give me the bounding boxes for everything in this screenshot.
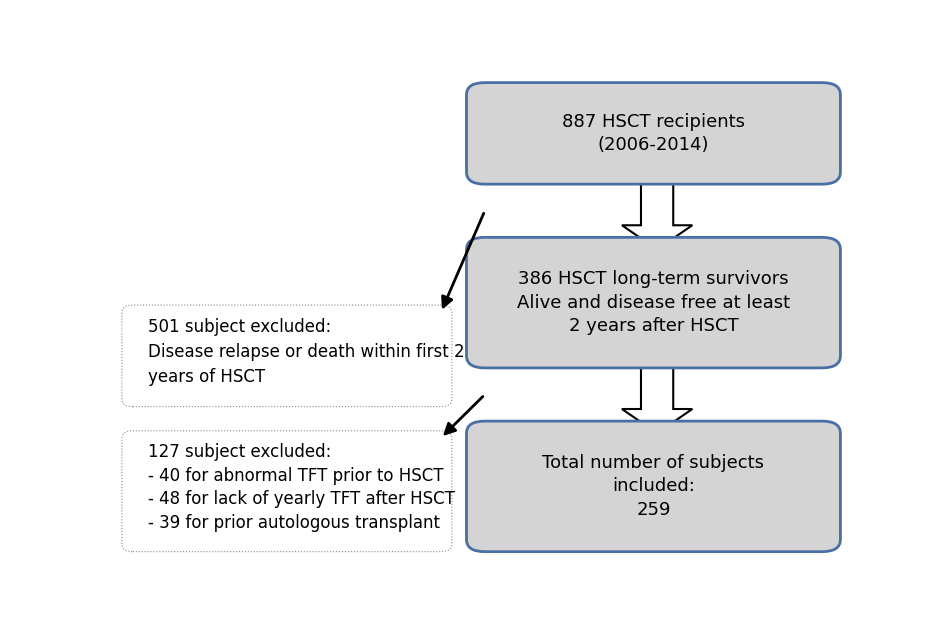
- Text: Disease relapse or death within first 2: Disease relapse or death within first 2: [148, 343, 464, 361]
- FancyBboxPatch shape: [466, 421, 840, 551]
- Text: - 48 for lack of yearly TFT after HSCT: - 48 for lack of yearly TFT after HSCT: [148, 490, 454, 509]
- Polygon shape: [622, 172, 692, 249]
- Text: Total number of subjects
included:
259: Total number of subjects included: 259: [542, 454, 764, 519]
- Text: years of HSCT: years of HSCT: [148, 368, 265, 386]
- FancyBboxPatch shape: [466, 237, 840, 368]
- Polygon shape: [622, 356, 692, 433]
- FancyBboxPatch shape: [122, 431, 452, 551]
- Text: - 40 for abnormal TFT prior to HSCT: - 40 for abnormal TFT prior to HSCT: [148, 467, 443, 485]
- Text: 386 HSCT long-term survivors
Alive and disease free at least
2 years after HSCT: 386 HSCT long-term survivors Alive and d…: [517, 270, 790, 335]
- Text: 887 HSCT recipients
(2006-2014): 887 HSCT recipients (2006-2014): [562, 112, 745, 154]
- FancyBboxPatch shape: [122, 305, 452, 406]
- Text: 127 subject excluded:: 127 subject excluded:: [148, 443, 331, 461]
- Text: 501 subject excluded:: 501 subject excluded:: [148, 318, 331, 336]
- Text: - 39 for prior autologous transplant: - 39 for prior autologous transplant: [148, 514, 440, 532]
- FancyBboxPatch shape: [466, 83, 840, 184]
